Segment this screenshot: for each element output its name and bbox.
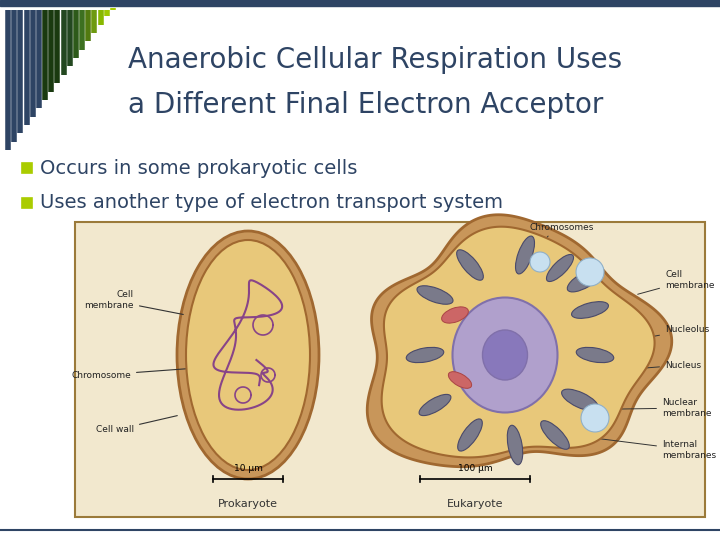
Ellipse shape <box>546 254 574 281</box>
Text: 100 µm: 100 µm <box>458 464 492 473</box>
Bar <box>0 0 720 6</box>
Text: Chromosomes: Chromosomes <box>530 223 595 232</box>
Ellipse shape <box>541 421 570 449</box>
Text: 10 µm: 10 µm <box>233 464 262 473</box>
Polygon shape <box>382 227 654 457</box>
Text: Cell
membrane: Cell membrane <box>638 271 714 294</box>
Ellipse shape <box>417 286 453 304</box>
Ellipse shape <box>419 394 451 416</box>
Text: Cell wall: Cell wall <box>96 416 177 435</box>
Text: Eukaryote: Eukaryote <box>446 499 503 509</box>
Text: a Different Final Electron Acceptor: a Different Final Electron Acceptor <box>128 91 603 119</box>
Bar <box>75 222 705 517</box>
Ellipse shape <box>177 231 319 479</box>
Ellipse shape <box>576 347 613 363</box>
Ellipse shape <box>516 236 534 274</box>
Text: Nucleus: Nucleus <box>559 361 701 375</box>
Ellipse shape <box>508 426 523 465</box>
Text: Cell
membrane: Cell membrane <box>84 291 184 314</box>
Polygon shape <box>367 215 672 467</box>
Ellipse shape <box>186 240 310 470</box>
Ellipse shape <box>458 419 482 451</box>
Ellipse shape <box>449 372 472 388</box>
Text: Internal
membranes: Internal membranes <box>572 435 716 460</box>
Text: Uses another type of electron transport system: Uses another type of electron transport … <box>40 193 503 213</box>
Bar <box>22 163 32 173</box>
Text: Nucleolus: Nucleolus <box>531 326 709 360</box>
Text: Occurs in some prokaryotic cells: Occurs in some prokaryotic cells <box>40 159 357 178</box>
Circle shape <box>530 252 550 272</box>
Circle shape <box>576 258 604 286</box>
Text: Nuclear
membrane: Nuclear membrane <box>559 399 711 418</box>
Ellipse shape <box>441 307 469 323</box>
Ellipse shape <box>456 250 483 280</box>
Text: Prokaryote: Prokaryote <box>218 499 278 509</box>
Ellipse shape <box>572 302 608 319</box>
Text: Chromosome: Chromosome <box>71 365 235 380</box>
Ellipse shape <box>567 268 603 292</box>
Ellipse shape <box>482 330 528 380</box>
Ellipse shape <box>452 298 557 413</box>
Circle shape <box>581 404 609 432</box>
Ellipse shape <box>406 347 444 363</box>
Ellipse shape <box>562 389 598 411</box>
Bar <box>22 198 32 208</box>
Text: Anaerobic Cellular Respiration Uses: Anaerobic Cellular Respiration Uses <box>128 46 622 74</box>
